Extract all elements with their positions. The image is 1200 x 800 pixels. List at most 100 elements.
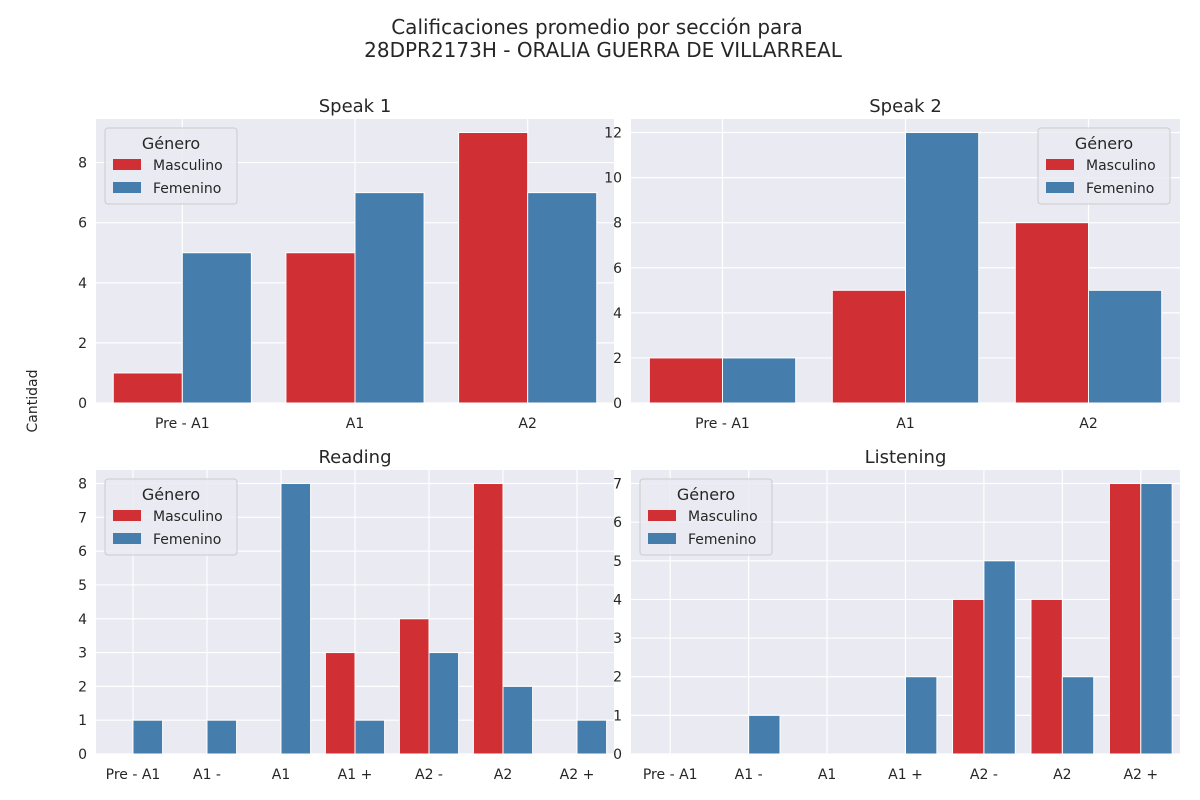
panel-title: Listening (865, 447, 947, 468)
y-tick-label: 0 (78, 396, 87, 412)
legend: Género Masculino Femenino (639, 478, 773, 556)
bar-masculino-a2 (472, 483, 504, 755)
y-tick-label: 2 (613, 351, 622, 367)
y-tick-label: 8 (78, 477, 87, 493)
y-tick-label: 2 (78, 336, 87, 352)
y-tick-label: 2 (613, 670, 622, 686)
y-tick-label: 6 (78, 216, 87, 232)
bar-masculino-a2 (952, 598, 985, 755)
chart-panels: 0 2 4 6 8 Pre - A1 A1 A2 Speak 1 Género Masculino F… (78, 96, 1180, 783)
legend-swatch-masculino (1046, 159, 1074, 170)
y-tick-label: 4 (78, 276, 87, 292)
legend-entry-femenino: Femenino (1086, 181, 1154, 197)
bar-femenino-pre-a1 (132, 719, 164, 755)
y-axis-label: Cantidad (25, 370, 41, 433)
bar-femenino-a2 (1061, 676, 1095, 755)
y-tick-label: 3 (78, 646, 87, 662)
bar-masculino-a2 (398, 618, 430, 755)
y-tick-label: 4 (613, 306, 622, 322)
chart-speak-2: 0 2 4 6 8 10 12 Pre - A1 A1 A2 Speak 2 Género Mascul… (604, 96, 1180, 432)
legend-entry-masculino: Masculino (153, 158, 223, 174)
legend-swatch-masculino (648, 510, 676, 521)
y-tick-label: 6 (613, 261, 622, 277)
bar-femenino-pre-a1 (181, 252, 252, 404)
x-tick-label: A2 + (1123, 767, 1158, 783)
bar-masculino-pre-a1 (648, 357, 723, 404)
legend-title: Género (1075, 134, 1133, 153)
bar-masculino-a1 (324, 652, 356, 755)
x-tick-label: A1 (272, 767, 290, 783)
panel-title: Reading (318, 447, 391, 468)
legend-swatch-masculino (113, 510, 141, 521)
y-tick-label: 12 (604, 126, 622, 142)
legend-entry-masculino: Masculino (153, 509, 223, 525)
y-tick-label: 1 (613, 708, 622, 724)
legend-entry-masculino: Masculino (1086, 158, 1156, 174)
bar-femenino-a1 (905, 676, 938, 755)
y-tick-label: 7 (78, 510, 87, 526)
x-tick-label: A2 (1053, 767, 1071, 783)
x-tick-label: A2 (494, 767, 512, 783)
x-tick-label: A1 (818, 767, 836, 783)
bar-masculino-pre-a1 (112, 372, 183, 404)
y-tick-label: 0 (78, 747, 87, 763)
bar-femenino-a1 (905, 132, 980, 404)
bar-femenino-a2 (527, 192, 598, 404)
y-tick-label: 5 (613, 554, 622, 570)
x-tick-label: A1 + (888, 767, 923, 783)
bar-femenino-a1 (206, 719, 238, 755)
x-tick-label: Pre - A1 (643, 767, 698, 783)
bar-masculino-a1 (831, 289, 906, 404)
panel-title: Speak 1 (319, 96, 392, 117)
chart-listening: 0 1 2 3 4 5 6 7 Pre - A1 A1 - A1 A1 + A2 - A2 A2 + List… (613, 447, 1180, 783)
bar-femenino-a1 (354, 192, 425, 404)
legend-title: Género (142, 485, 200, 504)
x-tick-label: Pre - A1 (106, 767, 161, 783)
legend: Género Masculino Femenino (1037, 127, 1171, 205)
legend-entry-femenino: Femenino (153, 532, 221, 548)
legend: Género Masculino Femenino (104, 478, 238, 556)
bar-masculino-a2 (1030, 598, 1063, 755)
legend-entry-femenino: Femenino (688, 532, 756, 548)
legend-title: Género (677, 485, 735, 504)
y-tick-label: 4 (78, 612, 87, 628)
y-tick-label: 0 (613, 396, 622, 412)
y-tick-label: 8 (613, 216, 622, 232)
y-tick-label: 8 (78, 156, 87, 172)
x-tick-label: A1 (896, 416, 914, 432)
bar-femenino-a1 (748, 714, 781, 755)
x-tick-label: A2 (1079, 416, 1097, 432)
figure-title-line1: Calificaciones promedio por sección para (391, 15, 803, 39)
legend-entry-masculino: Masculino (688, 509, 758, 525)
y-tick-label: 5 (78, 578, 87, 594)
y-tick-label: 6 (613, 515, 622, 531)
bar-femenino-pre-a1 (722, 357, 797, 404)
legend: Género Masculino Femenino (104, 127, 238, 205)
panel-title: Speak 2 (869, 96, 942, 117)
y-tick-label: 10 (604, 171, 622, 187)
x-tick-label: A1 + (338, 767, 373, 783)
bar-femenino-a2 (983, 560, 1016, 755)
legend-swatch-masculino (113, 159, 141, 170)
bar-femenino-a2 (428, 652, 460, 755)
bar-masculino-a1 (285, 252, 356, 404)
x-tick-label: A2 - (415, 767, 443, 783)
x-tick-label: A2 (518, 416, 536, 432)
y-tick-label: 2 (78, 679, 87, 695)
bar-femenino-a1 (354, 719, 386, 755)
x-tick-label: Pre - A1 (155, 416, 210, 432)
legend-swatch-femenino (113, 533, 141, 544)
x-tick-label: A1 (346, 416, 364, 432)
chart-reading: 0 1 2 3 4 5 6 7 8 Pre - A1 A1 - A1 A1 + A2 - A2 A2 + Rea… (78, 447, 614, 783)
y-tick-label: 4 (613, 592, 622, 608)
y-tick-label: 0 (613, 747, 622, 763)
legend-title: Género (142, 134, 200, 153)
y-tick-label: 6 (78, 544, 87, 560)
legend-swatch-femenino (1046, 182, 1074, 193)
legend-swatch-femenino (113, 182, 141, 193)
y-tick-label: 7 (613, 477, 622, 493)
bar-femenino-a2 (502, 685, 534, 755)
bar-masculino-a2 (458, 132, 529, 404)
bar-femenino-a2 (576, 719, 608, 755)
